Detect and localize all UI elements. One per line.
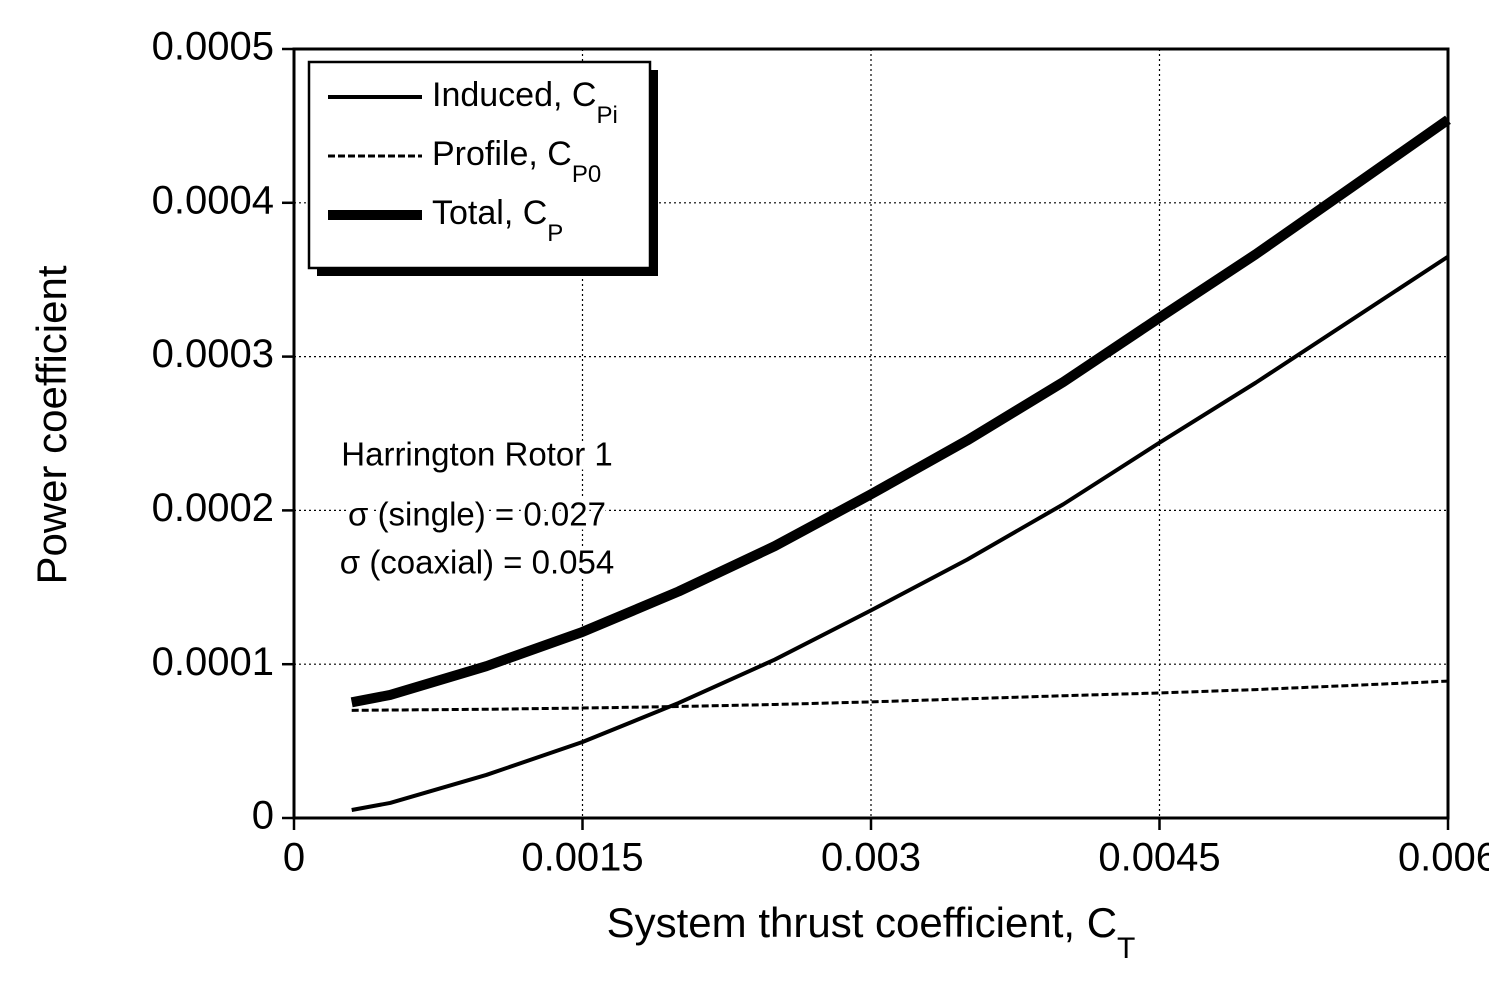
legend-label-text: Profile, C — [432, 135, 572, 173]
y-tick-label: 0 — [252, 794, 274, 838]
legend-box — [307, 60, 652, 270]
x-axis-label-text: System thrust coefficient, C — [607, 899, 1117, 946]
x-tick-label: 0.006 — [1398, 836, 1489, 880]
legend-label-text: Induced, C — [432, 76, 596, 114]
legend-label-subscript: P — [547, 220, 563, 247]
y-tick-label: 0.0004 — [152, 178, 274, 222]
series-line — [350, 115, 1451, 708]
legend-label: Total, CP — [432, 194, 563, 247]
x-tick-label: 0.0015 — [521, 836, 643, 880]
annotation: σ (single) = 0.027 — [348, 496, 606, 533]
y-tick-label: 0.0005 — [152, 25, 274, 69]
series-line — [351, 254, 1450, 812]
y-tick-label: 0.0003 — [152, 332, 274, 376]
x-tick-label: 0.0045 — [1098, 836, 1220, 880]
x-axis-label: System thrust coefficient, CT — [607, 899, 1136, 965]
y-axis-label: Power coefficient — [28, 265, 75, 584]
legend-label-subscript: Pi — [596, 102, 617, 129]
annotation: σ (coaxial) = 0.054 — [340, 544, 614, 581]
y-tick-label: 0.0002 — [152, 486, 274, 530]
legend-label: Induced, CPi — [432, 76, 618, 129]
legend-label-text: Total, C — [432, 194, 547, 232]
plot-frame — [292, 47, 1450, 820]
legend-label-subscript: P0 — [572, 161, 601, 188]
annotation: Harrington Rotor 1 — [341, 436, 612, 473]
series-line — [351, 679, 1449, 712]
x-axis-label-subscript: T — [1117, 932, 1135, 965]
x-tick-label: 0.003 — [821, 836, 921, 880]
y-tick-label: 0.0001 — [152, 640, 274, 684]
legend-label: Profile, CP0 — [432, 135, 601, 188]
x-tick-label: 0 — [283, 836, 305, 880]
